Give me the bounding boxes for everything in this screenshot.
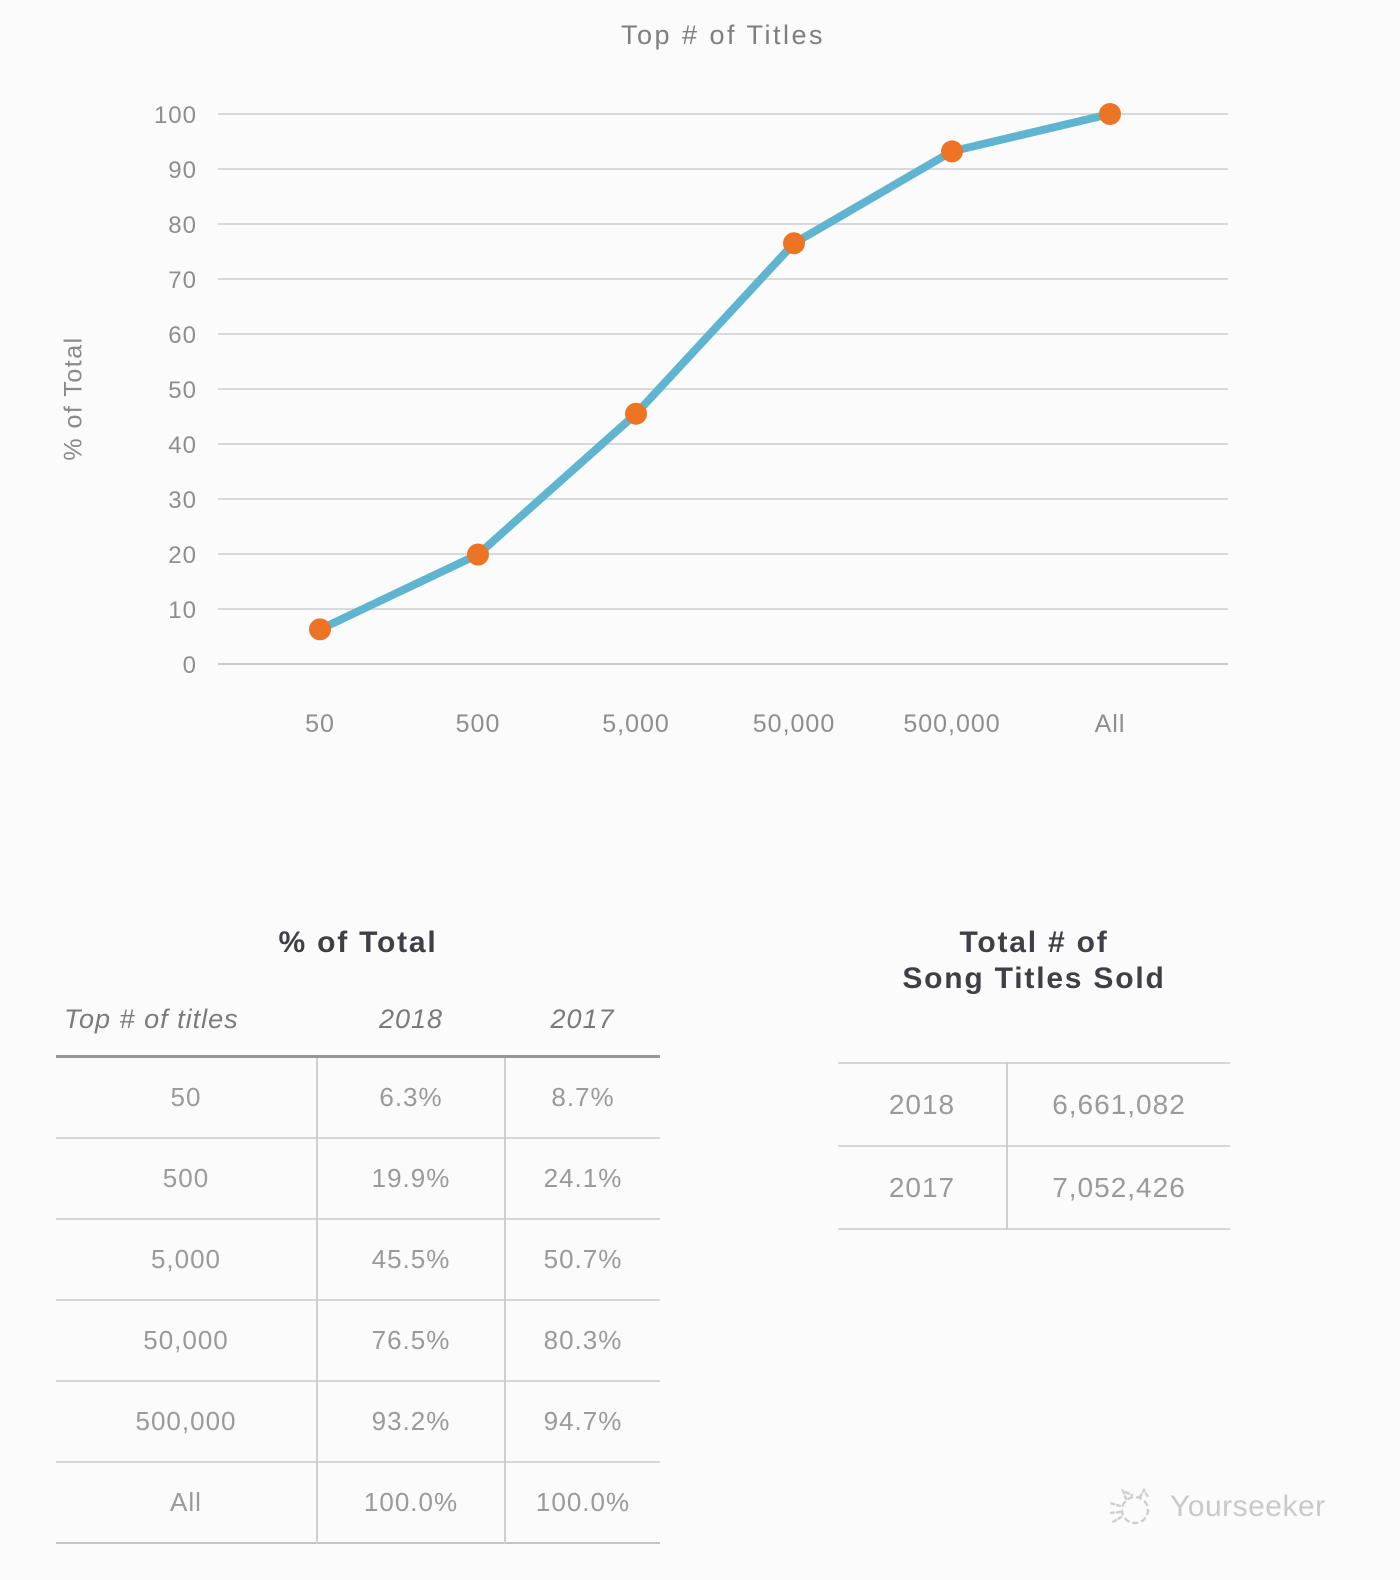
table-cell: 50.7% <box>504 1217 660 1300</box>
table-row: 500,000 93.2% 94.7% <box>56 1379 660 1462</box>
percent-of-total-table: Top # of titles 2018 2017 50 6.3% 8.7% 500 1… <box>56 994 660 1544</box>
y-tick-label: 30 <box>168 487 197 514</box>
table-row: 500 19.9% 24.1% <box>56 1136 660 1219</box>
table-cell: 93.2% <box>316 1379 505 1462</box>
x-tick-label: 50,000 <box>753 710 835 738</box>
column-header-2018: 2018 <box>317 994 505 1058</box>
table-row: 50 6.3% 8.7% <box>56 1056 660 1138</box>
totals-table-title-line2: Song Titles Sold <box>902 962 1166 995</box>
x-tick-label: 500 <box>456 710 501 738</box>
table-row: 2017 7,052,426 <box>838 1145 1230 1229</box>
table-cell: 2017 <box>838 1145 1007 1229</box>
x-tick-label: 5,000 <box>602 710 670 738</box>
y-tick-label: 70 <box>168 267 197 294</box>
y-tick-label: 60 <box>168 322 197 349</box>
x-tick-label: All <box>1095 710 1126 738</box>
table-cell: All <box>56 1460 317 1543</box>
watermark: Yourseeker <box>1106 1484 1326 1530</box>
data-point-marker <box>783 232 805 255</box>
totals-table-body: 2018 6,661,082 2017 7,052,426 <box>838 1063 1230 1229</box>
table-cell: 6,661,082 <box>1006 1063 1230 1146</box>
y-tick-label: 100 <box>154 102 197 129</box>
trend-line <box>316 110 1114 634</box>
y-tick-label: 40 <box>168 432 197 459</box>
chart-title: Top # of Titles <box>620 20 826 50</box>
song-titles-sold-table: 2018 6,661,082 2017 7,052,426 <box>838 1062 1230 1230</box>
table-cell: 76.5% <box>316 1298 505 1381</box>
data-point-marker <box>309 618 331 641</box>
y-tick-label: 10 <box>168 597 197 624</box>
column-header-top-titles: Top # of titles <box>56 994 317 1058</box>
y-tick-label: 50 <box>168 377 197 404</box>
table-cell: 100.0% <box>504 1460 660 1543</box>
table-cell: 19.9% <box>316 1136 505 1219</box>
table-cell: 24.1% <box>504 1136 660 1219</box>
percent-table-title: % of Total <box>278 926 438 959</box>
y-tick-label: 0 <box>183 652 197 679</box>
line-chart: 0 10 20 30 40 50 60 70 80 90 100 50 500 5,000 50,000 50… <box>154 102 1228 738</box>
cat-doodle-icon <box>1107 1487 1150 1525</box>
x-tick-label: 50 <box>305 710 335 738</box>
table-cell: 50,000 <box>56 1298 317 1381</box>
table-cell: 94.7% <box>504 1379 660 1462</box>
table-cell: 100.0% <box>316 1460 505 1543</box>
y-tick-label: 90 <box>168 157 197 184</box>
y-tick-label: 80 <box>168 212 197 239</box>
totals-table-title-line1: Total # of <box>959 926 1109 959</box>
table-header-row: Top # of titles 2018 2017 <box>56 994 660 1058</box>
table-row: 2018 6,661,082 <box>838 1063 1230 1146</box>
table-cell: 5,000 <box>56 1217 317 1300</box>
table-row: 50,000 76.5% 80.3% <box>56 1298 660 1381</box>
table-cell: 45.5% <box>316 1217 505 1300</box>
table-row: 5,000 45.5% 50.7% <box>56 1217 660 1300</box>
table-cell: 6.3% <box>316 1056 505 1138</box>
table-cell: 500 <box>56 1136 317 1219</box>
table-cell: 7,052,426 <box>1006 1145 1230 1229</box>
y-tick-label: 20 <box>168 542 197 569</box>
totals-table-title: Total # of Song Titles Sold <box>838 925 1230 997</box>
table-cell: 8.7% <box>504 1056 660 1138</box>
data-point-marker <box>941 140 963 163</box>
x-tick-label: 500,000 <box>903 710 1000 738</box>
table-cell: 80.3% <box>504 1298 660 1381</box>
table-cell: 2018 <box>888 1088 956 1120</box>
percent-table-body: 50 6.3% 8.7% 500 19.9% 24.1% 5,000 45.5% 50.7% 50… <box>56 1056 660 1543</box>
data-point-marker <box>467 543 489 566</box>
data-point-marker <box>1099 103 1121 125</box>
watermark-text: Yourseeker <box>1170 1490 1326 1523</box>
table-cell: 500,000 <box>56 1379 317 1462</box>
table-cell: 50 <box>170 1081 202 1112</box>
data-point-marker <box>625 402 647 425</box>
column-header-2017: 2017 <box>505 994 660 1058</box>
table-row: All 100.0% 100.0% <box>56 1460 660 1543</box>
